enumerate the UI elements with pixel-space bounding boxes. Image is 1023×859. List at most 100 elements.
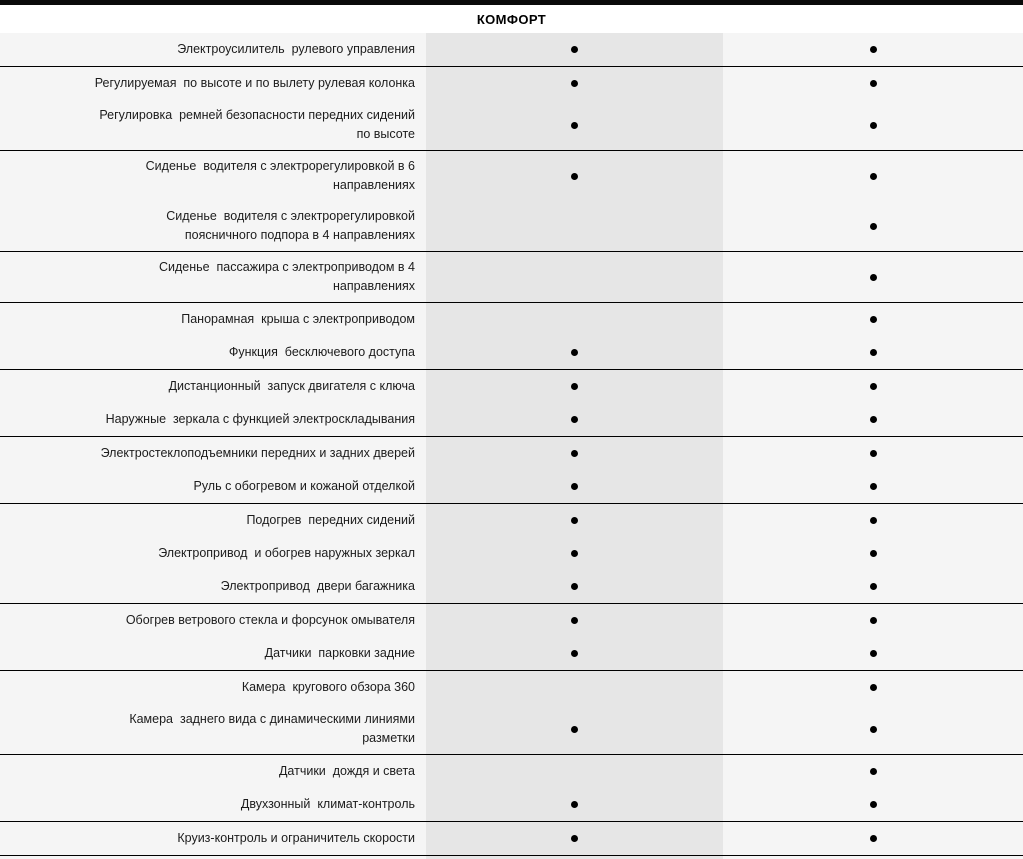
availability-dot-icon [869,483,877,490]
availability-dot-icon [571,46,578,53]
feature-label: Дистанционный запуск двигателя с ключа [168,379,415,393]
availability-dot-icon [869,172,877,180]
table-row: Панорамная крыша с электроприводом [0,303,1023,336]
availability-dot-icon [571,650,578,657]
trim-2-availability-cell [723,470,1023,503]
table-row: Руль с обогревом и кожаной отделкой [0,470,1023,503]
availability-dot-icon [571,80,578,87]
availability-dot-icon [571,383,578,390]
trim-2-availability-cell [723,336,1023,369]
trim-2-availability-cell [723,755,1023,788]
trim-2-availability-cell [723,637,1023,670]
trim-2-availability-cell [723,33,1023,66]
availability-dot-icon [571,801,578,808]
feature-label: Обогрев ветрового стекла и форсунок омыв… [125,613,415,627]
trim-1-availability-cell [426,201,723,251]
trim-2-availability-cell [723,303,1023,336]
table-row: Сиденье водителя с электрорегулировкой п… [0,201,1023,251]
top-border-bar [0,0,1023,5]
trim-1-availability-cell [426,33,723,66]
trim-1-availability-cell [426,100,723,150]
trim-1-availability-cell [426,788,723,821]
availability-dot-icon [571,725,578,733]
table-section: Подогрев передних сидений Электропривод и… [0,504,1023,604]
availability-dot-icon [571,550,578,557]
table-row: Электростеклоподъемники передних и задни… [0,437,1023,470]
table-row: Камера кругового обзора 360 [0,671,1023,704]
trim-1-availability-cell [426,604,723,637]
section-title: КОМФОРТ [476,11,547,27]
availability-dot-icon [571,835,578,842]
feature-label: Датчики дождя и света [278,764,415,778]
table-row: Датчики парковки задние [0,637,1023,670]
trim-1-availability-cell [426,336,723,369]
trim-2-availability-cell [723,437,1023,470]
trim-1-availability-cell [426,403,723,436]
availability-dot-icon [571,483,578,490]
availability-dot-icon [571,583,578,590]
trim-1-availability-cell [426,67,723,100]
table-row: Дистанционный запуск двигателя с ключа [0,370,1023,403]
feature-label: Функция бесключевого доступа [228,345,415,359]
feature-label: Сиденье водителя с электрорегулировкой в… [145,159,415,192]
table-section: Регулируемая по высоте и по вылету рулев… [0,67,1023,151]
availability-dot-icon [869,550,877,557]
table-section: Камера кругового обзора 360 Камера заднег… [0,671,1023,755]
availability-dot-icon [869,725,877,733]
table-row: Регулировка ремней безопасности передних… [0,100,1023,150]
table-row: Электроусилитель рулевого управления [0,33,1023,66]
availability-dot-icon [869,768,877,775]
trim-2-availability-cell [723,252,1023,302]
table-row: Двухзонный климат-контроль [0,788,1023,821]
feature-label: Руль с обогревом и кожаной отделкой [193,479,415,493]
table-row: Электропривод и обогрев наружных зеркал [0,537,1023,570]
table-row: Сиденье пассажира с электроприводом в 4 … [0,252,1023,302]
feature-label: Подогрев передних сидений [246,513,415,527]
table-row: Сиденье водителя с электрорегулировкой в… [0,151,1023,201]
table-row: Функция бесключевого доступа [0,336,1023,369]
feature-label: Сиденье пассажира с электроприводом в 4 … [158,260,415,293]
trim-2-availability-cell [723,151,1023,201]
feature-label: Наружные зеркала с функцией электросклад… [105,412,415,426]
availability-dot-icon [869,383,877,390]
table-sections: Электроусилитель рулевого управления Регу… [0,33,1023,856]
trim-1-availability-cell [426,537,723,570]
trim-1-availability-cell [426,570,723,603]
availability-dot-icon [571,416,578,423]
trim-2-availability-cell [723,570,1023,603]
availability-dot-icon [571,450,578,457]
trim-1-availability-cell [426,303,723,336]
highlight-column-background [426,33,723,859]
trim-1-availability-cell [426,755,723,788]
availability-dot-icon [869,617,877,624]
table-section: Дистанционный запуск двигателя с ключа На… [0,370,1023,437]
availability-dot-icon [869,450,877,457]
trim-1-availability-cell [426,504,723,537]
feature-label: Регулировка ремней безопасности передних… [99,108,415,141]
trim-2-availability-cell [723,822,1023,855]
feature-label: Электропривод двери багажника [220,579,415,593]
table-row: Регулируемая по высоте и по вылету рулев… [0,67,1023,100]
trim-2-availability-cell [723,704,1023,754]
trim-2-availability-cell [723,504,1023,537]
feature-label: Панорамная крыша с электроприводом [181,312,415,326]
table-section: Электростеклоподъемники передних и задни… [0,437,1023,504]
trim-2-availability-cell [723,100,1023,150]
trim-1-availability-cell [426,252,723,302]
table-row: Обогрев ветрового стекла и форсунок омыв… [0,604,1023,637]
availability-dot-icon [869,80,877,87]
trim-2-availability-cell [723,403,1023,436]
availability-dot-icon [571,121,578,129]
availability-dot-icon [869,316,877,323]
trim-1-availability-cell [426,437,723,470]
trim-1-availability-cell [426,470,723,503]
availability-dot-icon [869,46,877,53]
trim-1-availability-cell [426,637,723,670]
availability-dot-icon [571,172,578,180]
table-row: Датчики дождя и света [0,755,1023,788]
trim-2-availability-cell [723,67,1023,100]
table-section: Круиз-контроль и ограничитель скорости [0,822,1023,856]
comfort-table: Электроусилитель рулевого управления Регу… [0,33,1023,859]
feature-label: Круиз-контроль и ограничитель скорости [177,831,415,845]
